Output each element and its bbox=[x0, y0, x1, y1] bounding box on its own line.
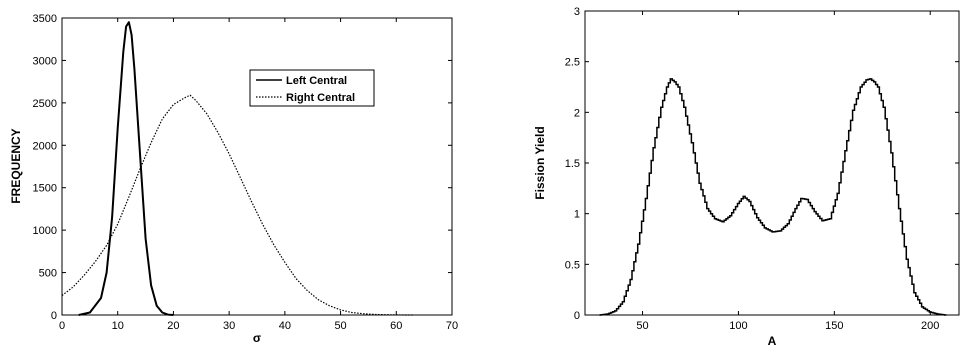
left-xtick-label: 60 bbox=[390, 320, 402, 332]
right-chart: 50 100 150 200 0 0.5 1 1.5 2 2.5 3 A Fission Yiel… bbox=[533, 6, 960, 348]
right-y-axis-label: Fission Yield bbox=[533, 126, 547, 199]
left-y-axis-label: FREQUENCY bbox=[9, 128, 23, 203]
left-ytick-label: 2500 bbox=[33, 98, 57, 110]
left-ytick-label: 1000 bbox=[33, 225, 57, 237]
left-xtick-label: 40 bbox=[279, 320, 291, 332]
right-xtick-label: 100 bbox=[729, 320, 747, 332]
left-xtick-label: 50 bbox=[334, 320, 346, 332]
left-ytick-label: 1500 bbox=[33, 183, 57, 195]
left-series-right-central bbox=[61, 94, 413, 316]
left-xtick-label: 20 bbox=[167, 320, 179, 332]
legend-label-left-central: Left Central bbox=[286, 75, 347, 87]
left-plot-frame bbox=[61, 17, 453, 316]
right-xtick-label: 50 bbox=[636, 320, 648, 332]
right-ytick-label: 1 bbox=[574, 209, 580, 221]
left-xtick-label: 30 bbox=[223, 320, 235, 332]
legend-label-right-central: Right Central bbox=[286, 92, 355, 104]
legend-box bbox=[249, 69, 375, 107]
left-xticks: 0 10 20 30 40 50 60 70 bbox=[59, 18, 458, 332]
left-yticks: 0 500 1000 1500 2000 2500 3000 3500 bbox=[33, 13, 452, 322]
left-ytick-label: 500 bbox=[39, 268, 57, 280]
right-xtick-label: 150 bbox=[825, 320, 843, 332]
right-xtick-label: 200 bbox=[921, 320, 939, 332]
left-xtick-label: 10 bbox=[112, 320, 124, 332]
left-x-axis-label: σ bbox=[253, 331, 261, 345]
right-ytick-label: 2 bbox=[574, 107, 580, 119]
series-line-left-central bbox=[78, 21, 174, 316]
left-xtick-label: 70 bbox=[446, 320, 458, 332]
left-series-left-central bbox=[78, 21, 174, 316]
left-ytick-label: 3500 bbox=[33, 13, 57, 25]
right-xticks: 50 100 150 200 bbox=[636, 11, 939, 332]
left-xtick-label: 0 bbox=[59, 320, 65, 332]
left-chart: 0 10 20 30 40 50 60 70 0 500 1000 1500 2000 2500 3000… bbox=[9, 13, 458, 345]
series-line-right-central bbox=[61, 94, 413, 316]
right-series-fission-yield bbox=[599, 78, 947, 316]
right-ytick-label: 0.5 bbox=[565, 259, 580, 271]
right-ytick-label: 2.5 bbox=[565, 57, 580, 69]
left-ytick-label: 0 bbox=[51, 310, 57, 322]
left-ytick-label: 2000 bbox=[33, 140, 57, 152]
right-plot-frame bbox=[584, 10, 960, 316]
right-yticks: 0 0.5 1 1.5 2 2.5 3 bbox=[565, 6, 959, 322]
series-step-fission-yield bbox=[599, 78, 947, 316]
right-ytick-label: 1.5 bbox=[565, 158, 580, 170]
left-ytick-label: 3000 bbox=[33, 55, 57, 67]
right-ytick-label: 3 bbox=[574, 6, 580, 18]
left-legend: Left Central Right Central bbox=[249, 69, 375, 107]
right-ytick-label: 0 bbox=[574, 310, 580, 322]
right-x-axis-label: A bbox=[768, 334, 777, 348]
